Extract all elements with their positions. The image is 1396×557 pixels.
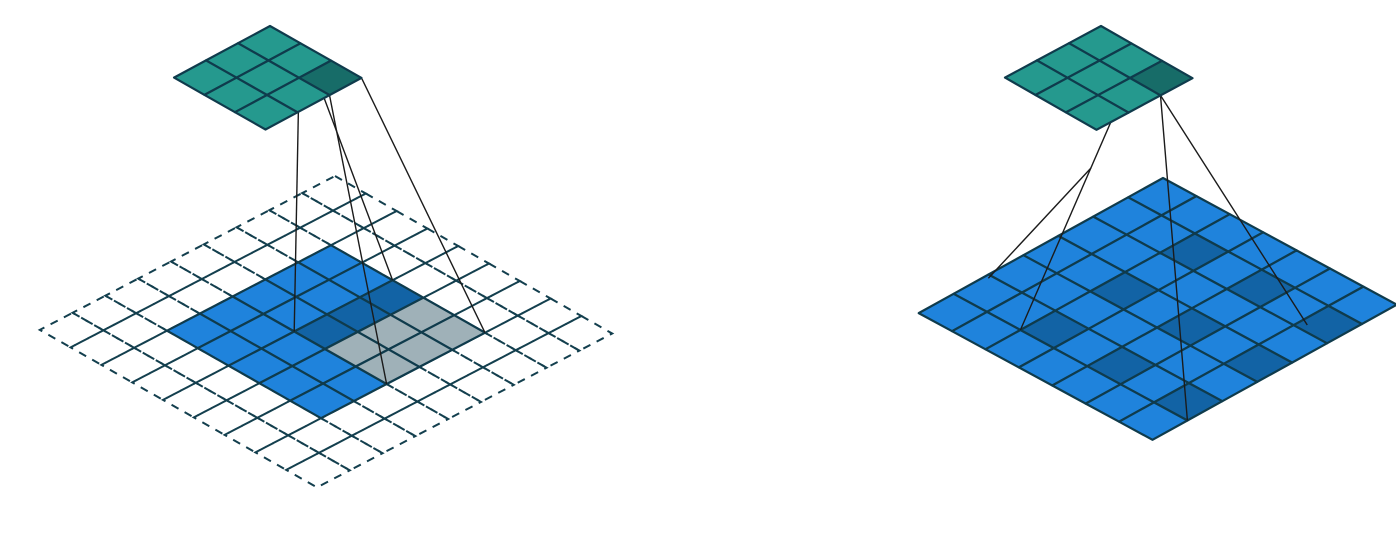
projection-line (320, 89, 394, 281)
padding-cell (99, 346, 168, 384)
padding-cell (232, 243, 301, 281)
projection-lines (293, 77, 486, 385)
padding-cell (349, 417, 418, 455)
padding-cell (392, 227, 461, 265)
padding-cell (330, 192, 399, 230)
padding-cell (286, 417, 354, 454)
padding-cell (300, 174, 368, 212)
projection-line (987, 167, 1092, 279)
output-cell (233, 93, 299, 131)
padding-cell (132, 329, 200, 367)
padding-grid (37, 174, 615, 489)
padding-cell (70, 294, 139, 332)
padding-cell (224, 382, 293, 419)
output-cell (1064, 94, 1130, 131)
padding-cell (193, 364, 262, 402)
padding-cell (480, 349, 549, 386)
padding-cell (482, 314, 551, 352)
projection-line (360, 77, 486, 334)
padding-cell (484, 279, 553, 317)
padding-cell (103, 277, 172, 315)
padding-cell (162, 347, 231, 384)
padding-cell (136, 260, 204, 298)
padding-cell (234, 209, 303, 246)
padding-cell (454, 262, 522, 300)
padding-cell (255, 399, 324, 437)
padding-cell (199, 260, 268, 298)
padding-cell (423, 244, 492, 282)
padded-convolution-panel (37, 24, 615, 489)
projection-line (293, 77, 300, 332)
padding-cell (390, 261, 459, 299)
padding-cell (222, 416, 291, 454)
input-cell (289, 382, 355, 420)
padding-cell (298, 209, 366, 247)
padding-cell (452, 296, 520, 334)
input-grid (917, 176, 1396, 441)
padding-cell (253, 434, 322, 472)
padding-cell (359, 244, 428, 282)
padding-cell (421, 279, 490, 317)
dilated-convolution-panel (917, 24, 1396, 441)
padding-cell (37, 311, 106, 349)
padding-cell (166, 277, 235, 315)
padding-cell (265, 226, 334, 264)
padding-cell (191, 399, 260, 437)
padding-cell (134, 294, 202, 332)
padding-cell (448, 366, 516, 404)
padding-cell (546, 314, 615, 352)
output-grid (172, 24, 363, 131)
padding-cell (415, 383, 484, 421)
padding-cell (382, 400, 451, 438)
padding-cell (267, 191, 336, 229)
padding-cell (168, 243, 237, 281)
input-cell (1117, 401, 1189, 441)
projection-line (1159, 95, 1189, 421)
padding-cell (284, 451, 352, 489)
output-grid (1003, 24, 1194, 131)
projection-line (328, 94, 388, 385)
padding-cell (160, 381, 229, 419)
padding-cell (130, 364, 198, 402)
padding-cell (68, 329, 137, 367)
padding-cell (101, 312, 170, 349)
padding-cell (515, 297, 584, 335)
padding-cell (513, 331, 582, 369)
padding-cell (328, 226, 397, 264)
projection-line (1159, 95, 1308, 326)
padding-cell (316, 434, 385, 472)
padding-cell (201, 226, 270, 264)
padding-cell (361, 209, 430, 247)
